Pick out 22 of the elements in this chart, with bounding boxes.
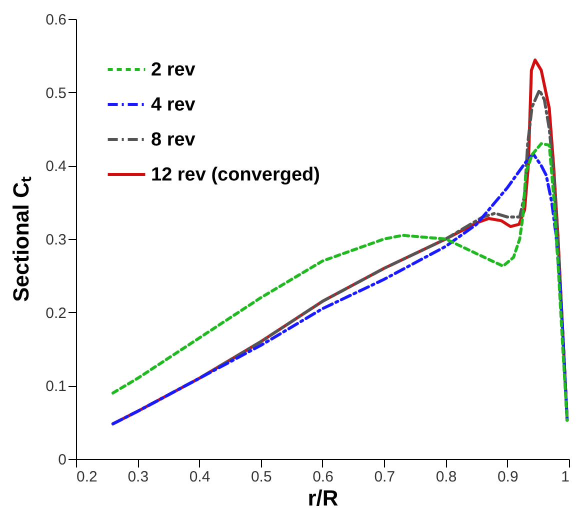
y-tick-label: 0.1 xyxy=(46,378,66,396)
x-tick-label: 0.8 xyxy=(436,468,457,486)
y-tick-label: 0.3 xyxy=(46,232,66,248)
x-tick-label: 0.5 xyxy=(250,468,272,486)
x-tick-label: 0.3 xyxy=(128,468,149,486)
y-axis-title: Sectional Cₜ xyxy=(8,176,34,302)
legend-label: 2 rev xyxy=(151,60,196,80)
x-tick-label: 0.2 xyxy=(76,468,98,486)
x-tick-label: 0.6 xyxy=(312,468,334,486)
y-tick-label: 0.6 xyxy=(46,12,66,28)
y-tick-label: 0.4 xyxy=(46,158,66,176)
legend-label: 12 rev (converged) xyxy=(151,164,320,186)
y-tick-label: 0 xyxy=(58,452,66,468)
x-tick-label: 1 xyxy=(561,468,570,486)
x-tick-label: 0.9 xyxy=(497,468,518,486)
legend-label: 8 rev xyxy=(151,130,196,150)
y-tick-label: 0.2 xyxy=(46,304,66,322)
y-tick-label: 0.5 xyxy=(46,84,66,102)
x-tick-label: 0.4 xyxy=(189,468,210,486)
x-axis-title: r/R xyxy=(308,486,338,510)
x-tick-label: 0.7 xyxy=(374,468,396,486)
legend-label: 4 rev xyxy=(151,94,196,116)
